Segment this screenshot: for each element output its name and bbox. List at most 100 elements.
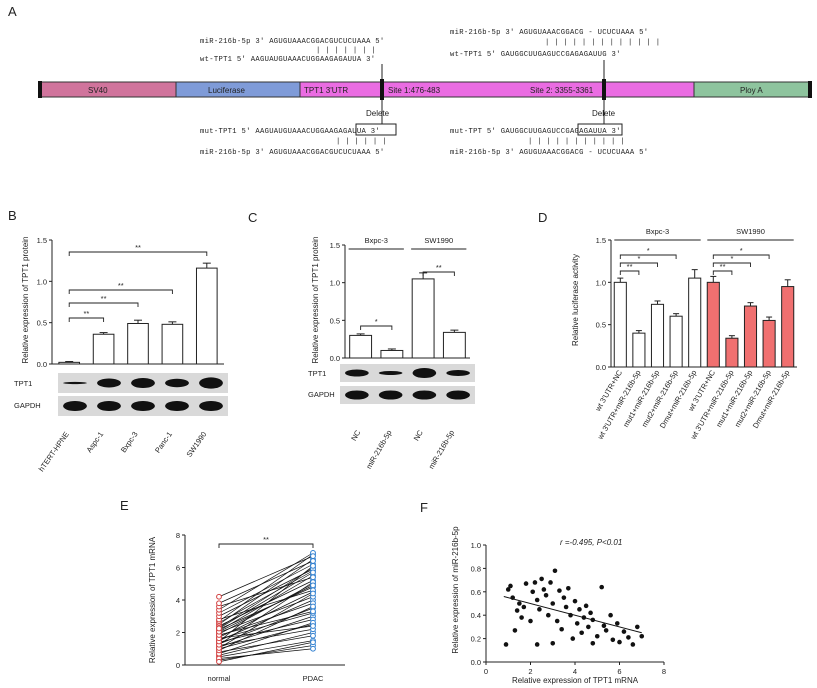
d-sig-label: * <box>647 246 650 255</box>
c-gapdh-blot-band <box>412 390 437 400</box>
d-bar <box>613 281 627 368</box>
e-pdac-point <box>310 574 316 581</box>
e-pdac-point <box>310 562 316 569</box>
e-pair-line <box>218 593 314 649</box>
panel-label-c: C <box>248 210 257 225</box>
e-pair-line <box>218 568 314 617</box>
e-pdac-point <box>310 590 316 597</box>
f-x-tick-label: 2 <box>528 667 532 676</box>
d-bar <box>743 305 758 368</box>
d-bar <box>725 337 739 368</box>
e-pair-line <box>218 624 314 650</box>
e-sig-label: ** <box>263 535 269 544</box>
c-sig-bracket <box>422 271 455 276</box>
f-point <box>566 585 571 591</box>
f-point <box>621 629 627 634</box>
a-bottom-right-delete: Delete <box>592 109 616 118</box>
f-point <box>574 621 580 626</box>
e-pair-line <box>218 648 314 659</box>
segment-utr <box>299 81 695 98</box>
f-x-tick-label: 8 <box>662 667 666 676</box>
f-point <box>563 604 569 610</box>
d-sig-bracket <box>712 262 751 267</box>
f-point <box>550 601 556 606</box>
a-bottom-left-delete-box <box>355 123 397 136</box>
d-sig-bracket <box>619 270 640 275</box>
b-tpt1-blot-band <box>97 378 121 388</box>
e-pair-line <box>218 552 314 611</box>
d-bar <box>632 332 646 368</box>
e-pdac-point <box>310 569 316 576</box>
b-sig-label: ** <box>118 281 124 290</box>
a-bottom-left-pair: | | | | | | <box>336 138 387 146</box>
panel-label-a: A <box>8 4 17 19</box>
f-point <box>557 588 562 593</box>
f-y-tick-label: 0.4 <box>471 611 481 620</box>
segment-label-luciferase: Luciferase <box>208 86 245 95</box>
chart-c: 0.0 0.5 1.0 1.5 Relative expression of TPT1 … <box>308 236 475 471</box>
segment-sv40 <box>39 81 177 98</box>
e-pdac-point <box>310 623 316 629</box>
a-top-right-wt: wt-TPT1 5' GAUGGCUUGAGUCCGAGAGAUUG 3' <box>450 51 621 59</box>
e-sig-bracket <box>218 543 314 548</box>
f-point <box>590 640 596 646</box>
b-tpt1-blot-band <box>63 381 87 385</box>
c-gapdh-blot-band <box>345 390 369 400</box>
e-pair-line <box>218 555 314 598</box>
e-pdac-point <box>310 603 316 610</box>
b-sig-bracket <box>68 289 173 294</box>
f-y-label: Relative expression of miR-216b-5p <box>451 526 460 654</box>
b-x-tick-label: Bxpc-3 <box>119 430 140 454</box>
d-y-tick-label: 1.5 <box>596 236 606 245</box>
e-pair-line <box>218 585 314 633</box>
b-sig-bracket <box>68 317 105 322</box>
e-pair-line <box>218 567 314 628</box>
b-sig-bracket <box>68 251 208 256</box>
f-point <box>550 640 556 646</box>
f-y-tick-label: 1.0 <box>471 541 481 550</box>
a-bottom-right-pair: | | | | | | | | | | | <box>528 138 625 146</box>
e-pair-line <box>218 611 314 636</box>
b-x-tick-label: hTERT-HPNE <box>37 430 71 473</box>
segment-label-utr: TPT1 3'UTR <box>304 86 348 95</box>
e-pair-line <box>218 563 314 614</box>
d-sig-bracket <box>712 270 733 275</box>
f-point <box>530 589 536 595</box>
b-gapdh-blot-band <box>131 400 155 412</box>
f-point <box>514 608 520 613</box>
f-point <box>517 601 522 606</box>
f-point <box>541 587 547 592</box>
f-point <box>617 639 622 645</box>
e-pdac-point <box>310 645 316 652</box>
f-point <box>601 623 607 629</box>
site2-marker <box>602 79 606 100</box>
f-point <box>572 598 578 604</box>
a-bottom-left-mir: miR-216b-5p 3' AGUGUAAACGGACGUCUCUAAA 5' <box>200 149 385 157</box>
e-y-tick-label: 0 <box>176 661 180 670</box>
e-pair-line <box>218 602 314 637</box>
chart-b: 0.0 0.5 1.0 1.5 Relative expression of TPT1 … <box>14 236 228 473</box>
f-point <box>635 624 640 630</box>
e-y-label: Relative expression of TPT1 mRNA <box>148 536 157 663</box>
f-point <box>581 615 587 620</box>
chart-f: 0.0 0.2 0.4 0.6 0.8 1.0 0 2 4 6 8 Relative expressi… <box>451 526 666 685</box>
f-point <box>586 624 591 630</box>
e-x-tick-label: PDAC <box>303 674 324 683</box>
c-gapdh-blot-bg <box>340 386 475 404</box>
e-x-tick-label: normal <box>208 674 231 683</box>
d-y-tick-label: 0.5 <box>596 321 606 330</box>
e-pair-line <box>218 640 314 658</box>
c-tpt1-blot-band <box>446 369 470 377</box>
c-gapdh-blot-band <box>378 390 403 400</box>
f-point <box>534 642 540 647</box>
d-sig-bracket <box>619 254 677 259</box>
f-point <box>523 581 529 586</box>
c-y-tick-label: 0.5 <box>330 316 340 325</box>
e-normal-point <box>216 658 222 665</box>
e-pdac-point <box>310 639 316 646</box>
c-gapdh-blot-band <box>446 390 470 400</box>
f-point <box>579 630 584 636</box>
segment-label-site1: Site 1:476-483 <box>388 86 441 95</box>
f-point <box>543 593 549 598</box>
c-tpt1-blot-band <box>412 367 437 379</box>
